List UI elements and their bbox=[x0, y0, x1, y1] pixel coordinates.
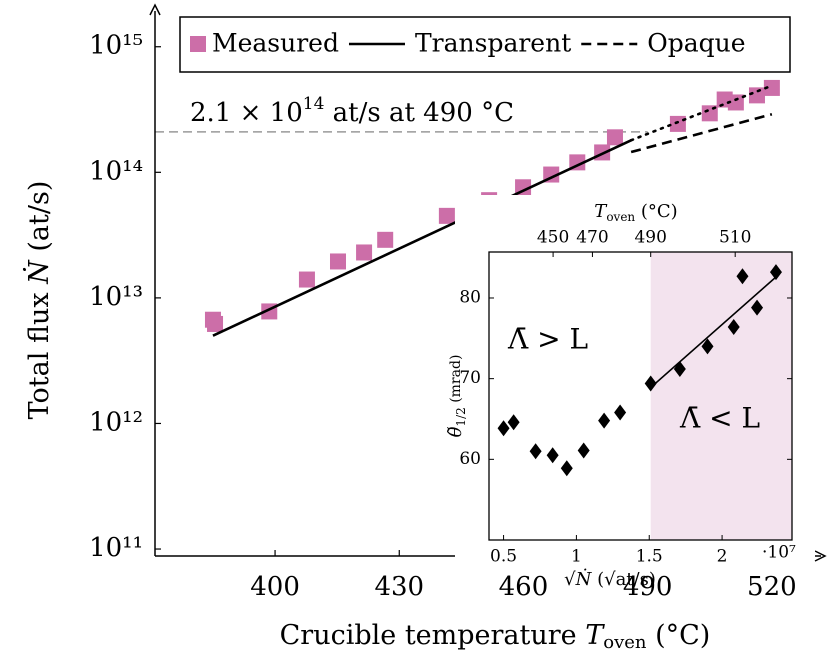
data-point bbox=[606, 129, 623, 146]
text-part: at/s at 490 °C bbox=[324, 98, 514, 128]
data-point bbox=[377, 231, 394, 248]
legend-box bbox=[179, 16, 791, 73]
data-point bbox=[736, 268, 749, 285]
x-tick-label: 520 bbox=[747, 572, 797, 602]
line bbox=[630, 112, 773, 154]
data-point bbox=[507, 414, 520, 431]
line bbox=[629, 84, 774, 142]
text-part: oven bbox=[603, 632, 647, 653]
text-part: (°C) bbox=[635, 201, 678, 222]
text-part: (°C) bbox=[647, 620, 711, 651]
fit-line bbox=[650, 276, 777, 389]
shaded-region bbox=[650, 252, 792, 540]
legend-marker bbox=[190, 36, 206, 52]
x-tick-label: 400 bbox=[250, 572, 300, 602]
x-tick-label: 1.5 bbox=[636, 547, 663, 567]
text-part: Ṅ bbox=[575, 567, 593, 590]
text-part: (mrad) bbox=[448, 355, 464, 408]
x-axis-arrow bbox=[814, 550, 827, 562]
data-point bbox=[298, 271, 315, 288]
y-tick-label: 10¹¹ bbox=[89, 533, 143, 563]
data-point bbox=[727, 319, 740, 336]
text-part: θ̃ bbox=[445, 426, 466, 437]
data-point bbox=[748, 87, 765, 104]
y-tick-label: 10¹² bbox=[89, 407, 143, 437]
y-tick-label: 70 bbox=[459, 368, 481, 388]
data-point bbox=[438, 207, 455, 224]
y-tick-label: 80 bbox=[459, 287, 481, 307]
x2-tick-label: 510 bbox=[719, 228, 751, 248]
x-multiplier: ·10⁷ bbox=[762, 543, 796, 563]
annotation: Λ̄ > L bbox=[507, 323, 588, 356]
legend-label: Transparent bbox=[415, 29, 571, 58]
data-point bbox=[207, 315, 224, 332]
data-point bbox=[669, 115, 686, 132]
data-point bbox=[644, 375, 657, 392]
x2-tick-label: 470 bbox=[576, 228, 608, 248]
text-part: 1/2 bbox=[454, 407, 468, 426]
text-part: T bbox=[594, 201, 608, 222]
x-tick-label: 490 bbox=[623, 572, 673, 602]
data-point bbox=[763, 79, 780, 96]
text-part: √ bbox=[564, 569, 576, 590]
data-point bbox=[529, 443, 542, 460]
text-part: 14 bbox=[303, 93, 325, 113]
y-tick-label: 60 bbox=[459, 449, 481, 469]
y-tick-label: 10¹⁵ bbox=[89, 31, 143, 61]
reference-label: 2.1 × 1014 at/s at 490 °C bbox=[190, 93, 514, 128]
data-point bbox=[673, 360, 686, 377]
text-part: T bbox=[585, 620, 605, 651]
x-tick-label: 460 bbox=[499, 572, 549, 602]
line bbox=[212, 139, 632, 337]
data-point bbox=[598, 412, 611, 429]
inset-frame bbox=[488, 251, 793, 541]
y-axis-arrow bbox=[149, 3, 161, 16]
text-part: (√at/s) bbox=[591, 569, 656, 590]
data-point bbox=[614, 404, 627, 421]
legend-label: Measured bbox=[212, 29, 339, 58]
x2-tick-label: 490 bbox=[634, 228, 666, 248]
text-part: 2.1 × 10 bbox=[190, 98, 303, 128]
x-axis-label: Crucible temperature Toven (°C) bbox=[280, 620, 711, 654]
y-axis-label: θ̃1/2 (mrad) bbox=[445, 355, 468, 438]
data-point bbox=[769, 264, 782, 281]
data-point bbox=[356, 244, 373, 261]
x-tick-label: 430 bbox=[374, 572, 424, 602]
data-point bbox=[727, 94, 744, 111]
x2-axis-label: Toven (°C) bbox=[594, 201, 677, 224]
text-part: Ṅ bbox=[21, 259, 55, 285]
x-tick-label: 2 bbox=[717, 547, 728, 567]
data-point bbox=[329, 253, 346, 270]
y-axis-label: Total flux Ṅ (at/s) bbox=[21, 181, 55, 420]
x-tick-label: 1 bbox=[571, 547, 582, 567]
x-axis-label: √Ṅ (√at/s) bbox=[564, 567, 656, 590]
y-tick-label: 10¹³ bbox=[89, 282, 143, 312]
text-part: Total flux bbox=[24, 284, 55, 420]
data-point bbox=[751, 299, 764, 316]
data-point bbox=[497, 420, 510, 437]
y-tick-label: 10¹⁴ bbox=[89, 156, 143, 186]
data-point bbox=[701, 338, 714, 355]
x-tick-label: 0.5 bbox=[490, 547, 517, 567]
data-point bbox=[560, 460, 573, 477]
text-part: oven bbox=[606, 210, 635, 224]
legend-label: Opaque bbox=[647, 29, 745, 58]
text-part: (at/s) bbox=[24, 181, 55, 261]
data-point bbox=[546, 447, 559, 464]
annotation: Λ̄ < L bbox=[679, 402, 760, 435]
data-point bbox=[577, 442, 590, 459]
x2-tick-label: 450 bbox=[537, 228, 569, 248]
text-part: Crucible temperature bbox=[280, 620, 586, 651]
